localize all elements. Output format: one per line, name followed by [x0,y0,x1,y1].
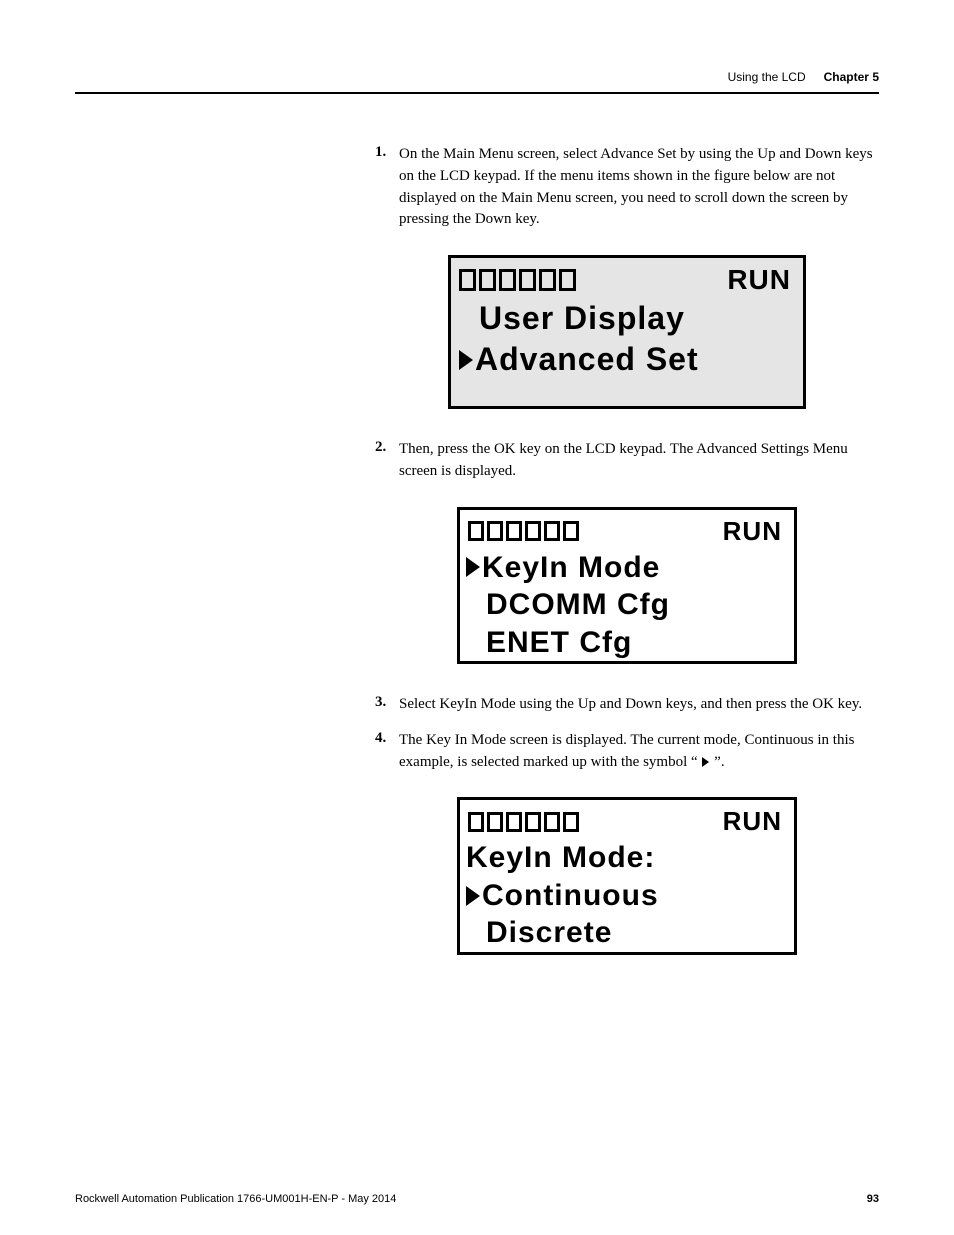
content-body: 1. On the Main Menu screen, select Advan… [375,144,879,1173]
header-divider [75,92,879,94]
lcd-menu-item: ENET Cfg [460,624,794,662]
lcd-menu-item: User Display [451,298,803,339]
io-box-icon [487,521,503,541]
lcd-text: ENET Cfg [486,624,632,662]
step-text-part-a: The Key In Mode screen is displayed. The… [399,732,854,770]
step-number: 4. [375,730,399,774]
io-box-icon [539,269,556,291]
step-4: 4. The Key In Mode screen is displayed. … [375,730,879,774]
lcd-menu-item-selected: Continuous [460,877,794,915]
lcd-screen-advanced-menu: RUN KeyIn Mode DCOMM Cfg ENET Cfg [457,507,797,665]
lcd-figure-3: RUN KeyIn Mode: Continuous Discrete [375,797,879,955]
lcd-menu-item-selected: Advanced Set [451,339,803,380]
header-chapter-label: Chapter 5 [824,70,879,84]
lcd-text: Continuous [482,877,659,915]
footer-page-number: 93 [867,1193,879,1205]
io-box-icon [563,812,579,832]
io-box-icon [559,269,576,291]
lcd-text: KeyIn Mode: [466,839,655,877]
io-box-icon [563,521,579,541]
step-text-part-b: ”. [710,754,724,770]
step-text: Select KeyIn Mode using the Up and Down … [399,694,862,716]
lcd-text: KeyIn Mode [482,549,660,587]
step-number: 1. [375,144,399,231]
lcd-text: Discrete [486,914,612,952]
lcd-figure-2: RUN KeyIn Mode DCOMM Cfg ENET Cfg [375,507,879,665]
cursor-triangle-icon [702,757,709,767]
cursor-triangle-icon [466,557,480,577]
step-1: 1. On the Main Menu screen, select Advan… [375,144,879,231]
io-box-icon [468,521,484,541]
step-3: 3. Select KeyIn Mode using the Up and Do… [375,694,879,716]
io-box-icon [525,521,541,541]
lcd-menu-item-selected: KeyIn Mode [460,549,794,587]
io-box-icon [506,812,522,832]
io-box-icon [544,812,560,832]
io-box-icon [506,521,522,541]
lcd-screen-keyin-mode: RUN KeyIn Mode: Continuous Discrete [457,797,797,955]
lcd-title-line: KeyIn Mode: [460,839,794,877]
io-box-icon [544,521,560,541]
cursor-triangle-icon [459,350,473,370]
lcd-menu-item: DCOMM Cfg [460,586,794,624]
io-indicator-boxes [459,269,576,291]
io-box-icon [499,269,516,291]
io-box-icon [468,812,484,832]
lcd-text: Advanced Set [475,341,699,378]
step-number: 3. [375,694,399,716]
io-box-icon [459,269,476,291]
cursor-triangle-icon [466,886,480,906]
lcd-text: User Display [479,300,685,337]
run-status-label: RUN [723,806,786,837]
step-number: 2. [375,439,399,483]
lcd-text: DCOMM Cfg [486,586,670,624]
lcd-screen-main-menu: RUN User Display Advanced Set [448,255,806,409]
page-header: Using the LCD Chapter 5 [75,70,879,84]
io-box-icon [525,812,541,832]
step-2: 2. Then, press the OK key on the LCD key… [375,439,879,483]
io-box-icon [487,812,503,832]
lcd-menu-item: Discrete [460,914,794,952]
lcd-status-row: RUN [460,510,794,549]
step-text: Then, press the OK key on the LCD keypad… [399,439,879,483]
io-indicator-boxes [468,812,579,832]
run-status-label: RUN [727,264,795,296]
io-box-icon [519,269,536,291]
footer-publication: Rockwell Automation Publication 1766-UM0… [75,1193,396,1205]
step-text: The Key In Mode screen is displayed. The… [399,730,879,774]
lcd-status-row: RUN [460,800,794,839]
lcd-figure-1: RUN User Display Advanced Set [375,255,879,409]
io-box-icon [479,269,496,291]
page-footer: Rockwell Automation Publication 1766-UM0… [75,1173,879,1205]
lcd-status-row: RUN [451,258,803,298]
io-indicator-boxes [468,521,579,541]
page: Using the LCD Chapter 5 1. On the Main M… [0,0,954,1235]
header-section-title: Using the LCD [728,70,806,84]
step-text: On the Main Menu screen, select Advance … [399,144,879,231]
run-status-label: RUN [723,516,786,547]
